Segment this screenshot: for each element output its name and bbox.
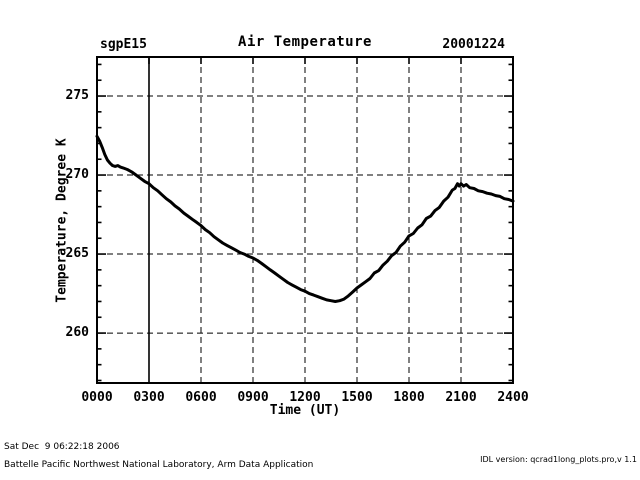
y-tick-label: 270 <box>65 167 89 183</box>
x-tick-label: 0900 <box>237 390 269 405</box>
y-tick-label: 275 <box>65 88 89 104</box>
version-info-block: IDL version: qcrad1long_plots.pro,v 1.1 … <box>422 438 637 480</box>
site-facility-label: sgpE15 <box>100 37 147 52</box>
y-tick-label: 260 <box>65 325 89 341</box>
organization-credit: Battelle Pacific Northwest National Labo… <box>4 460 314 470</box>
x-tick-label: 0300 <box>133 390 165 405</box>
idl-version-line: IDL version: qcrad1long_plots.pro,v 1.1 <box>480 454 637 464</box>
x-tick-label: 2400 <box>497 390 529 405</box>
x-tick-label: 1200 <box>289 390 321 405</box>
date-label: 20001224 <box>442 37 505 52</box>
timestamp-generated: Sat Dec 9 06:22:18 2006 <box>4 442 120 452</box>
x-tick-label: 1500 <box>341 390 373 405</box>
y-tick-label: 265 <box>65 246 89 262</box>
plot-box <box>96 56 514 384</box>
temperature-curve <box>95 134 515 303</box>
x-tick-label: 0000 <box>81 390 113 405</box>
x-axis-title: Time (UT) <box>269 403 341 418</box>
x-tick-label: 1800 <box>393 390 425 405</box>
x-tick-label: 2100 <box>445 390 477 405</box>
x-tick-label: 0600 <box>185 390 217 405</box>
plot-title: Air Temperature <box>238 34 372 50</box>
